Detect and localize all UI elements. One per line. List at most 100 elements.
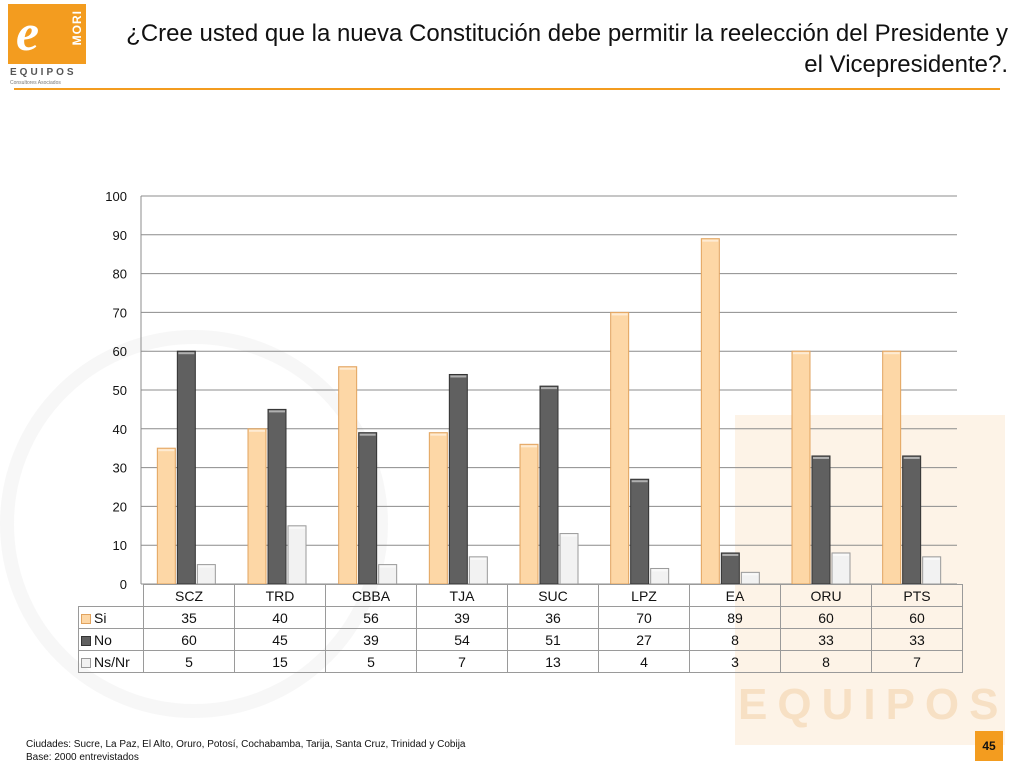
bar-highlight <box>833 553 849 556</box>
table-corner <box>79 585 144 607</box>
data-label: 5 <box>143 650 235 673</box>
bar-highlight <box>430 433 447 436</box>
bar-si-cbba <box>338 366 358 585</box>
y-tick-label: 80 <box>113 267 127 282</box>
data-label: 54 <box>416 628 508 651</box>
data-label: 60 <box>871 606 963 629</box>
data-label: 5 <box>325 650 417 673</box>
x-tick-label: TJA <box>416 584 508 607</box>
bar-highlight <box>722 553 739 556</box>
table-header-row: SCZ TRD CBBA TJA SUC LPZ EA ORU PTS <box>79 584 963 607</box>
data-label: 39 <box>416 606 508 629</box>
x-tick-label: TRD <box>234 584 326 607</box>
legend-entry: Si <box>78 606 144 629</box>
y-tick-label: 50 <box>113 383 127 398</box>
bar-highlight <box>742 573 759 576</box>
legend-swatch <box>81 635 91 646</box>
bar-highlight <box>289 526 305 529</box>
footer-notes: Ciudades: Sucre, La Paz, El Alto, Oruro,… <box>26 738 465 764</box>
bar-nsnr-tja <box>468 556 488 585</box>
legend-label: Ns/Nr <box>94 653 130 670</box>
data-label: 15 <box>234 650 326 673</box>
data-label: 8 <box>689 628 781 651</box>
bar-highlight <box>269 410 285 413</box>
bar-si-pts <box>882 350 902 585</box>
bar-no-oru <box>811 455 831 585</box>
bar-si-oru <box>791 350 811 585</box>
bar-highlight <box>158 449 175 452</box>
title-divider <box>14 88 1000 90</box>
bar-highlight <box>611 313 628 316</box>
y-tick-label: 60 <box>113 344 127 359</box>
data-label: 40 <box>234 606 326 629</box>
data-label: 70 <box>598 606 690 629</box>
bar-nsnr-trd <box>287 525 307 585</box>
bar-si-tja <box>428 432 448 585</box>
data-label: 7 <box>416 650 508 673</box>
bar-nsnr-suc <box>559 533 579 585</box>
data-label: 60 <box>143 628 235 651</box>
x-tick-label: ORU <box>780 584 872 607</box>
x-tick-label: EA <box>689 584 781 607</box>
bar-no-cbba <box>358 432 378 585</box>
legend-swatch <box>81 613 91 624</box>
logo-subtitle: Consultores Asociados <box>10 80 61 86</box>
x-tick-label: PTS <box>871 584 963 607</box>
legend-label: No <box>94 631 112 648</box>
bar-highlight <box>521 445 537 448</box>
bar-highlight <box>339 367 356 370</box>
legend-entry: No <box>78 628 144 651</box>
y-tick-label: 100 <box>105 189 127 204</box>
bar-highlight <box>198 565 215 568</box>
y-tick-label: 10 <box>113 538 127 553</box>
y-tick-label: 70 <box>113 305 127 320</box>
chart-data-table: SCZ TRD CBBA TJA SUC LPZ EA ORU PTS Si 35 40 56 39 36 7… <box>78 584 963 673</box>
bar-no-pts <box>902 455 922 585</box>
bar-nsnr-scz <box>196 564 216 585</box>
data-label: 8 <box>780 650 872 673</box>
bar-no-trd <box>267 408 287 585</box>
company-logo: e MORI EQUIPOS Consultores Asociados <box>8 4 86 88</box>
logo-e-glyph: e <box>16 5 40 62</box>
bar-no-scz <box>176 350 196 585</box>
data-label: 3 <box>689 650 781 673</box>
bar-no-tja <box>448 373 468 585</box>
data-label: 7 <box>871 650 963 673</box>
bar-nsnr-oru <box>831 552 851 585</box>
x-tick-label: SCZ <box>143 584 235 607</box>
bar-nsnr-ea <box>740 571 760 585</box>
bar-highlight <box>923 557 940 560</box>
bar-highlight <box>249 429 265 432</box>
data-label: 33 <box>871 628 963 651</box>
legend-label: Si <box>94 609 107 626</box>
page-title: ¿Cree usted que la nueva Constitución de… <box>126 20 1008 78</box>
bar-highlight <box>702 239 719 242</box>
legend-swatch <box>81 657 91 668</box>
x-tick-label: CBBA <box>325 584 417 607</box>
watermark-logo <box>735 415 1005 745</box>
table-row: Ns/Nr 5 15 5 7 13 4 3 8 7 <box>78 650 963 673</box>
data-label: 51 <box>507 628 599 651</box>
data-label: 45 <box>234 628 326 651</box>
bar-no-suc <box>539 385 559 585</box>
y-tick-label: 20 <box>113 499 127 514</box>
bar-highlight <box>359 433 376 436</box>
bar-highlight <box>903 456 920 459</box>
x-tick-label: SUC <box>507 584 599 607</box>
bar-no-ea <box>720 552 740 585</box>
data-label: 56 <box>325 606 417 629</box>
page-number: 45 <box>975 731 1003 761</box>
chart-y-axis: 0 10 20 30 40 50 60 70 80 90 100 <box>105 189 142 592</box>
bar-highlight <box>631 480 648 483</box>
bar-highlight <box>470 557 487 560</box>
data-label: 33 <box>780 628 872 651</box>
y-tick-label: 0 <box>120 577 127 592</box>
bar-highlight <box>541 387 557 390</box>
legend-entry: Ns/Nr <box>78 650 144 673</box>
y-tick-label: 40 <box>113 422 127 437</box>
data-label: 36 <box>507 606 599 629</box>
bar-si-suc <box>519 443 539 585</box>
data-label: 4 <box>598 650 690 673</box>
data-label: 89 <box>689 606 781 629</box>
bar-highlight <box>561 534 577 537</box>
